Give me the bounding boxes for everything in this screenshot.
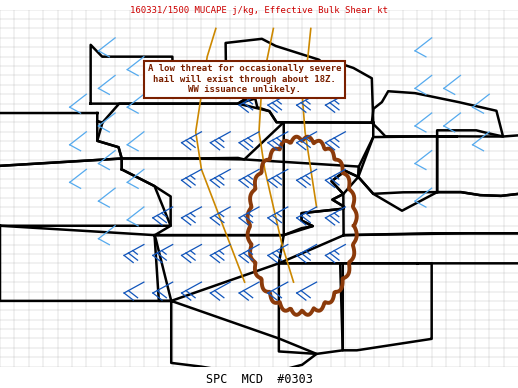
Text: SPC  MCD  #0303: SPC MCD #0303 — [206, 373, 312, 386]
Text: A low threat for occasionally severe
hail will exist through about 18Z.
WW issua: A low threat for occasionally severe hai… — [148, 64, 341, 94]
Text: 160331/1500 MUCAPE j/kg, Effective Bulk Shear kt: 160331/1500 MUCAPE j/kg, Effective Bulk … — [130, 6, 388, 15]
